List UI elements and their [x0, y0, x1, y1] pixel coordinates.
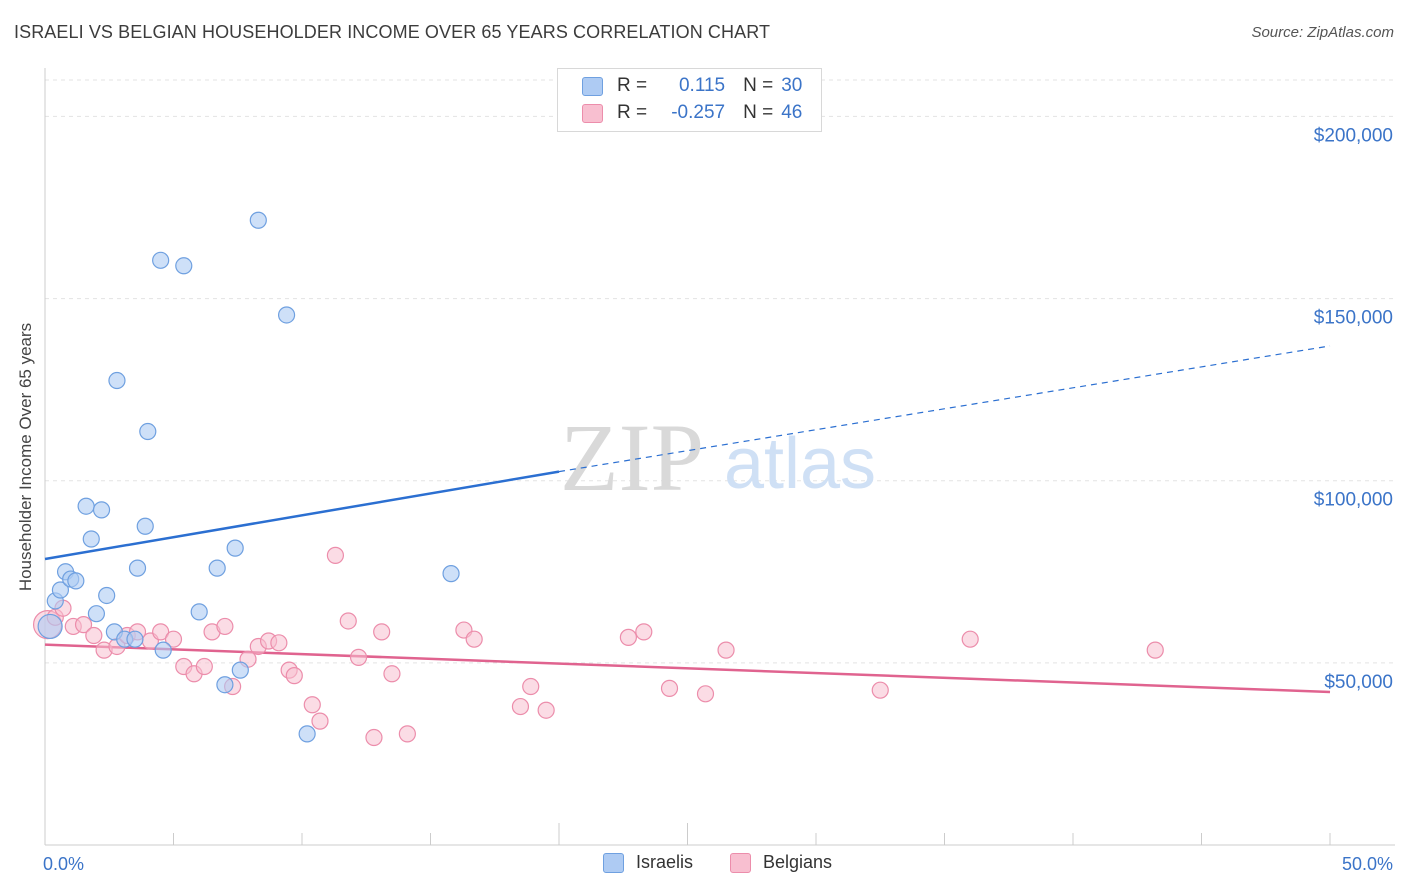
y-tick-label: $200,000	[1314, 125, 1393, 146]
belgian-point	[311, 712, 329, 730]
watermark-atlas: atlas	[724, 424, 876, 504]
belgian-point	[152, 623, 170, 641]
israeli-point	[175, 257, 193, 275]
belgian-point	[216, 617, 234, 636]
belgian-points	[32, 546, 1164, 747]
legend-item-belgians[interactable]: Belgians	[730, 852, 832, 873]
israeli-point	[249, 211, 267, 229]
legend-label-israelis: Israelis	[636, 852, 694, 872]
legend-r-key: R =	[617, 75, 648, 96]
legend-r-value: 0.115	[678, 75, 726, 96]
y-tick-label: $50,000	[1324, 672, 1393, 693]
belgian-point	[365, 728, 383, 747]
israeli-point	[208, 559, 226, 577]
israeli-point	[126, 630, 144, 648]
israeli-point	[442, 565, 460, 583]
legend-n-value: 46	[781, 102, 803, 123]
legend-item-israelis[interactable]: Israelis	[603, 852, 693, 873]
legend-swatch-belgians	[582, 103, 603, 123]
belgian-point	[635, 623, 653, 641]
israeli-points	[37, 211, 460, 743]
belgian-point	[285, 667, 303, 685]
watermark: ZIP atlas	[560, 404, 876, 511]
belgian-point	[511, 697, 530, 716]
legend-swatch-belgians	[730, 852, 751, 873]
israeli-point	[108, 371, 126, 390]
belgian-point	[717, 641, 735, 659]
belgian-point	[270, 634, 288, 652]
belgian-point	[339, 612, 357, 630]
israeli-point	[92, 501, 111, 519]
israeli-point	[87, 605, 106, 623]
legend-swatch-israelis	[603, 852, 624, 873]
trend-lines	[44, 345, 1331, 694]
israeli-point	[216, 676, 234, 694]
israeli-point	[226, 539, 244, 557]
israeli-point	[82, 530, 100, 548]
israeli-point	[154, 641, 172, 659]
belgian-point	[326, 546, 345, 564]
belgian-point	[660, 679, 679, 697]
israeli-point	[98, 586, 116, 605]
israeli-point	[152, 251, 170, 269]
israeli-point	[190, 603, 208, 621]
israeli-point	[139, 422, 157, 441]
x-tick-label: 50.0%	[1342, 854, 1393, 874]
israeli-trend-extension	[558, 345, 1331, 473]
belgian-point	[74, 616, 93, 634]
israeli-point	[277, 306, 296, 324]
watermark-zip: ZIP	[560, 404, 704, 511]
series-legend: Israelis Belgians	[0, 852, 1406, 878]
israeli-trend-line	[44, 470, 560, 561]
israeli-point	[298, 725, 316, 743]
gridlines	[45, 79, 1395, 664]
belgian-point	[85, 626, 103, 645]
israeli-point	[37, 613, 63, 640]
legend-label-belgians: Belgians	[763, 852, 833, 872]
legend-row-belgians: R = -0.257 N = 46	[582, 101, 802, 125]
belgian-point	[522, 677, 540, 696]
belgian-point	[1146, 641, 1164, 659]
belgian-point	[303, 696, 321, 714]
belgian-point	[164, 630, 183, 648]
israeli-point	[77, 497, 95, 515]
legend-n-key: N =	[743, 75, 774, 96]
belgian-point	[398, 725, 416, 743]
y-tick-label: $150,000	[1314, 308, 1393, 329]
legend-r-value: -0.257	[671, 102, 726, 123]
tick-labels: $50,000 $100,000 $150,000 $200,000 0.0% 50.0%	[43, 125, 1393, 874]
legend-swatch-israelis	[582, 76, 603, 96]
belgian-point	[961, 630, 979, 648]
belgian-point	[383, 665, 401, 683]
israeli-point	[51, 581, 70, 599]
belgian-point	[373, 623, 391, 641]
legend-r-key: R =	[617, 102, 648, 123]
chart-title: ISRAELI VS BELGIAN HOUSEHOLDER INCOME OV…	[14, 22, 771, 42]
x-tick-label: 0.0%	[43, 854, 84, 874]
y-tick-label: $100,000	[1314, 490, 1393, 511]
belgian-point	[871, 681, 889, 699]
israeli-point	[128, 559, 147, 577]
axes	[44, 68, 1395, 846]
israeli-point	[231, 661, 249, 679]
belgian-point	[619, 628, 637, 646]
legend-n-value: 30	[781, 75, 803, 96]
stats-legend: R = 0.115 N = 30 R = -0.257 N = 46	[557, 68, 822, 132]
israeli-point	[67, 572, 85, 590]
legend-n-key: N =	[743, 102, 774, 123]
belgian-point	[195, 657, 213, 676]
belgian-point	[696, 685, 715, 703]
belgian-point	[349, 648, 368, 666]
belgian-point	[537, 701, 555, 719]
legend-row-israelis: R = 0.115 N = 30	[582, 74, 802, 98]
israeli-point	[136, 517, 154, 535]
belgian-point	[465, 630, 483, 648]
source-label: Source: ZipAtlas.com	[1251, 24, 1394, 41]
